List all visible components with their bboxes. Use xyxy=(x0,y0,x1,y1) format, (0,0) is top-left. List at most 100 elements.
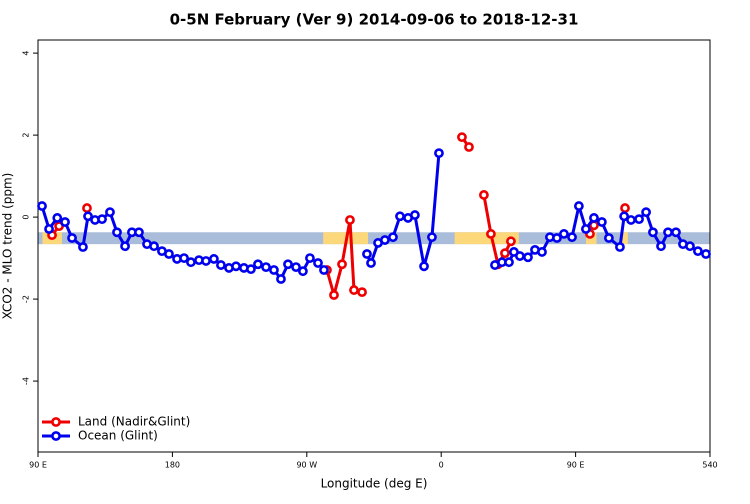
point xyxy=(44,224,54,234)
chart-title: 0-5N February (Ver 9) 2014-09-06 to 2018… xyxy=(170,11,579,29)
legend-label: Land (Nadir&Glint) xyxy=(78,415,190,429)
legend-marker xyxy=(51,417,61,427)
x-tick-label: 180 xyxy=(165,461,180,470)
y-tick-label: 2 xyxy=(22,133,31,138)
point xyxy=(523,252,533,263)
point xyxy=(685,241,695,252)
point xyxy=(671,227,681,238)
point xyxy=(253,259,263,270)
point xyxy=(164,249,174,259)
x-tick-label: 90 E xyxy=(29,461,47,470)
point xyxy=(641,207,651,218)
point xyxy=(67,233,77,243)
point xyxy=(514,251,525,261)
plot-frame xyxy=(37,39,711,453)
point xyxy=(83,211,93,222)
point xyxy=(283,259,293,270)
point xyxy=(615,242,625,252)
point xyxy=(231,261,241,272)
point xyxy=(216,260,226,270)
point xyxy=(573,201,584,211)
point xyxy=(596,217,607,227)
point xyxy=(656,241,666,252)
point xyxy=(149,241,159,252)
point xyxy=(589,213,599,223)
point xyxy=(313,258,323,268)
point xyxy=(567,232,577,243)
point xyxy=(506,236,516,247)
point xyxy=(112,227,122,238)
point xyxy=(345,215,355,225)
point xyxy=(337,259,347,270)
point xyxy=(663,227,673,238)
point xyxy=(179,253,189,263)
point xyxy=(37,201,47,211)
point xyxy=(97,214,107,225)
band xyxy=(38,232,710,245)
point xyxy=(186,257,196,268)
legend-marker xyxy=(51,431,61,441)
point xyxy=(419,261,429,272)
point xyxy=(388,232,398,243)
x-tick-label: 90 W xyxy=(296,461,317,470)
point xyxy=(366,258,376,268)
point xyxy=(362,249,372,259)
point xyxy=(486,229,496,239)
y-tick-label: 0 xyxy=(22,215,31,220)
point xyxy=(604,233,614,243)
point xyxy=(634,214,644,225)
point xyxy=(620,203,630,213)
point xyxy=(105,207,115,218)
point xyxy=(619,211,630,222)
point xyxy=(78,242,88,252)
point xyxy=(60,217,70,227)
point xyxy=(504,257,514,268)
point xyxy=(693,246,703,257)
point xyxy=(648,227,658,238)
land-band xyxy=(454,232,519,245)
point xyxy=(380,235,390,245)
point xyxy=(395,211,405,222)
point xyxy=(82,203,92,213)
point xyxy=(464,142,474,152)
point xyxy=(410,210,420,220)
point xyxy=(457,132,467,143)
point xyxy=(552,233,562,243)
point xyxy=(305,253,315,263)
point xyxy=(298,266,308,277)
point xyxy=(246,264,256,275)
x-tick-label: 540 xyxy=(702,461,717,470)
point xyxy=(319,265,329,275)
land-band xyxy=(323,232,369,245)
point xyxy=(329,290,339,300)
x-tick-label: 0 xyxy=(439,461,444,470)
series-line xyxy=(52,137,625,295)
y-tick-label: 4 xyxy=(22,51,31,56)
point xyxy=(349,285,359,295)
point xyxy=(357,287,367,298)
point xyxy=(434,148,444,159)
point xyxy=(209,254,219,264)
legend-label: Ocean (Glint) xyxy=(78,429,158,443)
x-axis-label: Longitude (deg E) xyxy=(321,477,428,491)
point xyxy=(581,224,591,234)
point xyxy=(701,249,711,259)
point xyxy=(120,241,130,252)
point xyxy=(276,274,286,284)
point xyxy=(261,262,271,273)
point xyxy=(427,232,437,243)
point xyxy=(201,256,211,266)
point xyxy=(626,215,636,225)
land-band xyxy=(621,232,628,245)
point xyxy=(500,248,510,259)
y-axis-label: XCO2 - MLO trend (ppm) xyxy=(1,173,15,320)
point xyxy=(291,262,301,273)
y-tick-label: -2 xyxy=(22,295,31,303)
point xyxy=(52,213,63,223)
point xyxy=(269,265,279,275)
point xyxy=(559,229,569,239)
point xyxy=(134,227,144,238)
point xyxy=(479,190,489,200)
y-tick-label: -4 xyxy=(22,377,31,385)
